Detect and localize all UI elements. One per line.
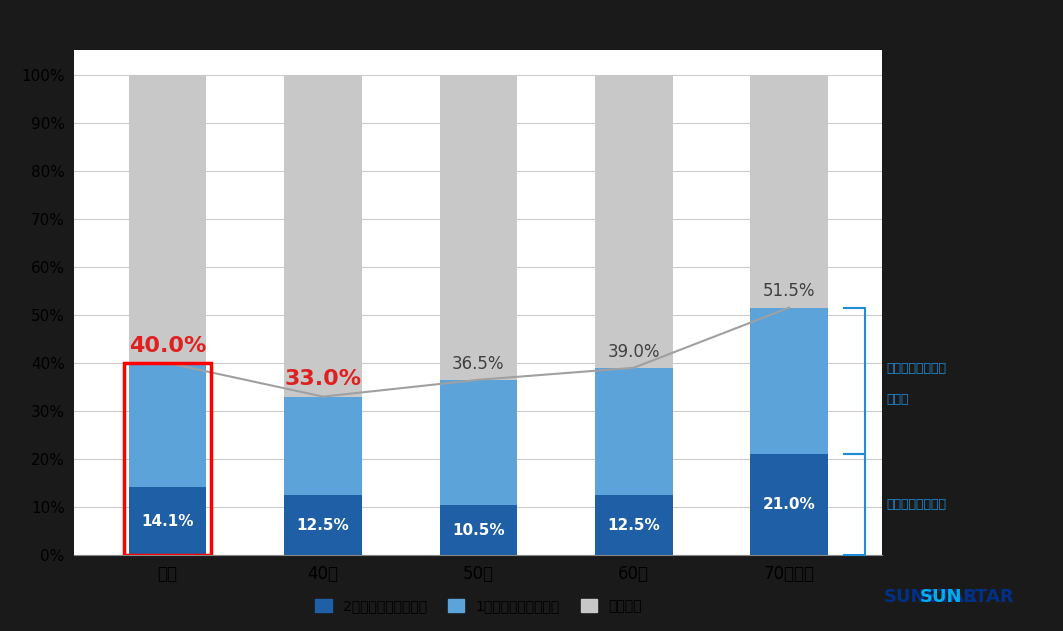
Text: 12.5%: 12.5% — [297, 517, 350, 533]
Text: SUN: SUN — [919, 587, 962, 606]
Text: 36.5%: 36.5% — [452, 355, 505, 372]
Text: 12.5%: 12.5% — [607, 517, 660, 533]
Bar — [129, 363, 206, 488]
Text: 39.0%: 39.0% — [607, 343, 660, 360]
Text: オーラルフレイル: オーラルフレイル — [887, 362, 946, 375]
Legend: 2項目以上当てはまる, 1項目以上当てはまる, 該当なし: 2項目以上当てはまる, 1項目以上当てはまる, 該当なし — [309, 594, 647, 619]
Bar — [750, 454, 828, 555]
Text: 33.0%: 33.0% — [285, 369, 361, 389]
Bar — [750, 308, 828, 454]
Text: 51.5%: 51.5% — [763, 283, 815, 300]
Bar — [439, 505, 518, 555]
Text: 10.5%: 10.5% — [452, 522, 505, 538]
Bar — [124, 363, 212, 555]
Bar — [750, 74, 828, 308]
Bar — [595, 368, 673, 495]
Bar — [129, 488, 206, 555]
Text: 予備軍: 予備軍 — [887, 394, 909, 406]
Bar — [284, 495, 361, 555]
Bar — [284, 397, 361, 495]
Bar — [284, 74, 361, 397]
Text: STAR: STAR — [963, 587, 1015, 606]
Text: 40.0%: 40.0% — [129, 336, 206, 356]
Bar — [595, 74, 673, 368]
Text: SUNSTAR: SUNSTAR — [883, 587, 978, 606]
Text: 14.1%: 14.1% — [141, 514, 193, 529]
Text: 21.0%: 21.0% — [762, 497, 815, 512]
Bar — [129, 74, 206, 363]
Bar — [439, 74, 518, 380]
Bar — [595, 495, 673, 555]
Text: オーラルフレイル: オーラルフレイル — [887, 498, 946, 511]
Bar — [439, 380, 518, 505]
